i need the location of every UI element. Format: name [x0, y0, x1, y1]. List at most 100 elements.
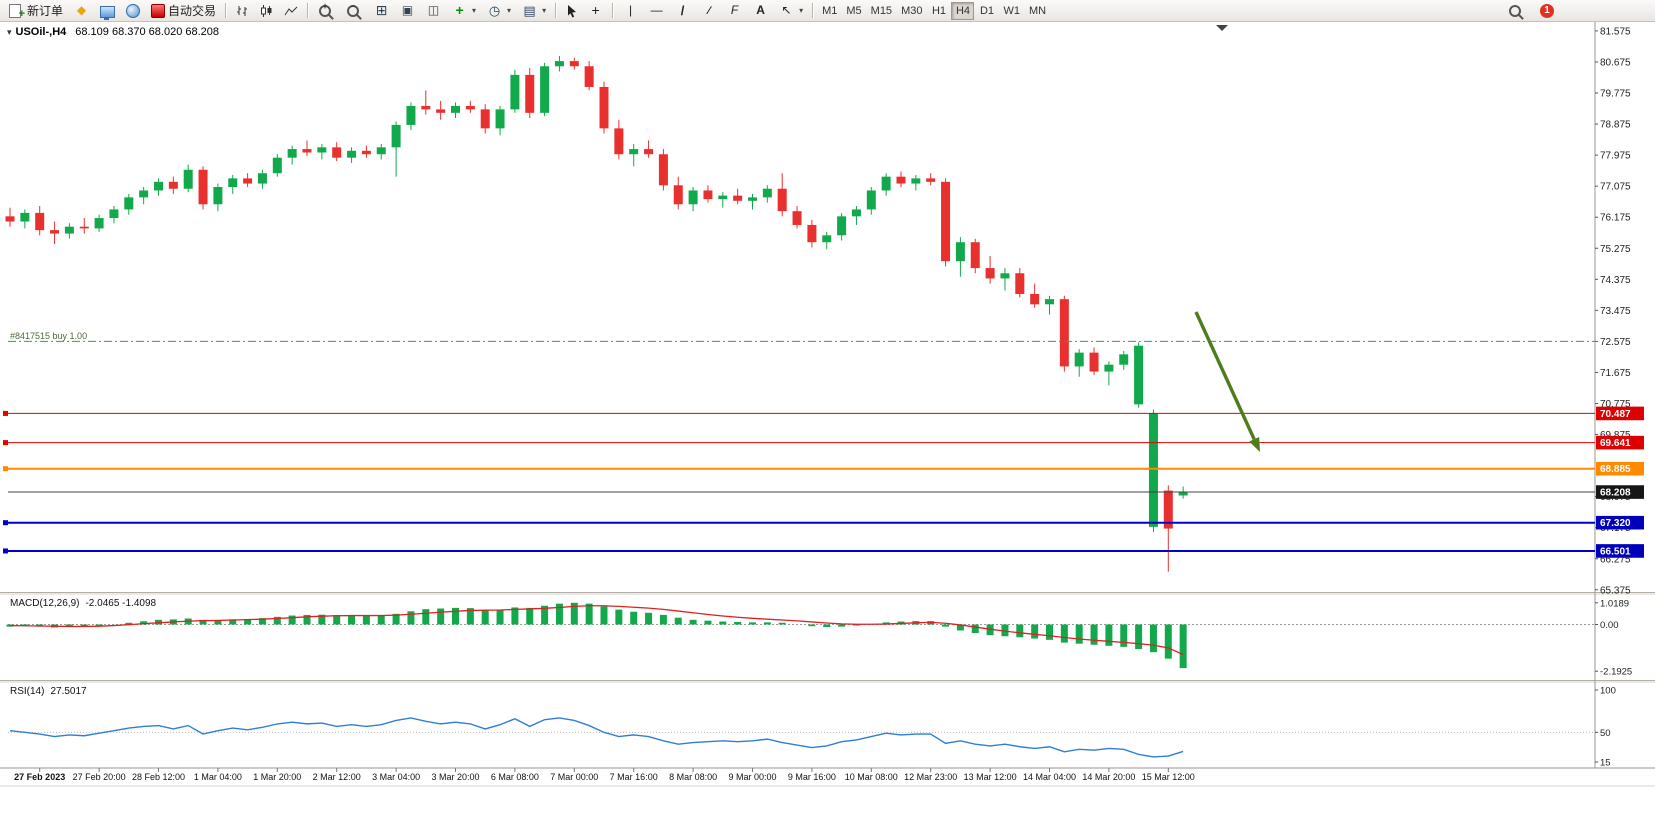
notification-badge[interactable]: 1 [1540, 3, 1554, 18]
svg-text:14 Mar 20:00: 14 Mar 20:00 [1082, 772, 1135, 782]
chart-header: USOil-,H4 68.109 68.370 68.020 68.208 [7, 26, 219, 38]
trend-arrow-annotation[interactable] [1194, 311, 1260, 452]
toolbar-separator [555, 3, 558, 18]
cascade-windows-button[interactable] [395, 1, 420, 20]
svg-text:27 Feb 20:00: 27 Feb 20:00 [73, 772, 126, 782]
templates-icon [522, 3, 537, 18]
price-axis: 81.575 80.675 79.775 78.875 77.975 77.075 76.1… [1595, 26, 1631, 596]
svg-text:100: 100 [1600, 686, 1616, 697]
timeframe-button-m15[interactable]: M15 [867, 2, 896, 20]
templates-button[interactable] [517, 1, 551, 20]
level-lines[interactable] [3, 410, 1595, 554]
tile-windows-icon [374, 3, 389, 18]
svg-text:0.00: 0.00 [1600, 620, 1619, 631]
market-watch-button[interactable] [95, 1, 120, 20]
svg-text:28 Feb 12:00: 28 Feb 12:00 [132, 772, 185, 782]
rsi-name: RSI(14) [10, 686, 45, 697]
arrows-tool-button[interactable] [774, 1, 808, 20]
svg-text:3 Mar 04:00: 3 Mar 04:00 [372, 772, 420, 782]
macd-name: MACD(12,26,9) [10, 598, 80, 609]
text-button[interactable]: A [748, 1, 773, 20]
candlestick-chart-icon [261, 4, 272, 17]
channel-icon [701, 3, 716, 18]
svg-text:68.885: 68.885 [1600, 464, 1631, 475]
macd-indicator-label: MACD(12,26,9) -2.0465 -1.4098 [10, 598, 162, 609]
svg-text:72.575: 72.575 [1600, 337, 1631, 348]
cursor-button[interactable] [561, 1, 582, 20]
periods-icon [487, 3, 502, 18]
svg-text:9 Mar 16:00: 9 Mar 16:00 [788, 772, 836, 782]
new-order-icon [9, 3, 25, 22]
text-icon: A [756, 3, 765, 17]
chart-shift-marker[interactable] [1216, 25, 1228, 31]
community-icon [126, 4, 141, 18]
one-click-trading-toggle-icon[interactable] [7, 27, 12, 38]
tile-windows-button[interactable] [369, 1, 394, 20]
svg-text:9 Mar 00:00: 9 Mar 00:00 [728, 772, 776, 782]
toolbar-separator [812, 3, 815, 18]
timeframe-button-m5[interactable]: M5 [842, 2, 865, 20]
svg-text:77.075: 77.075 [1600, 182, 1631, 193]
line-chart-button[interactable] [279, 1, 303, 20]
ohlc-readout: 68.109 68.370 68.020 68.208 [75, 26, 220, 38]
svg-text:6 Mar 08:00: 6 Mar 08:00 [491, 772, 539, 782]
cursor-icon [568, 4, 577, 17]
community-button[interactable] [121, 1, 145, 20]
svg-text:15: 15 [1600, 757, 1611, 768]
svg-text:12 Mar 23:00: 12 Mar 23:00 [904, 772, 957, 782]
timeframe-button-m30[interactable]: M30 [897, 2, 926, 20]
new-order-button[interactable]: 新订单 [3, 1, 68, 22]
svg-text:80.675: 80.675 [1600, 57, 1631, 68]
channel-button[interactable] [696, 1, 721, 20]
svg-text:78.875: 78.875 [1600, 120, 1631, 131]
market-watch-icon [100, 5, 116, 20]
svg-text:10 Mar 08:00: 10 Mar 08:00 [845, 772, 898, 782]
svg-text:69.875: 69.875 [1600, 430, 1631, 441]
trendline-button[interactable] [670, 1, 695, 20]
crosshair-button[interactable] [583, 1, 608, 20]
search-button[interactable] [1503, 1, 1530, 20]
periods-button[interactable] [482, 1, 516, 20]
toolbar-separator [612, 3, 615, 18]
svg-text:69.641: 69.641 [1600, 438, 1631, 449]
search-icon [1509, 5, 1521, 17]
arrange-windows-icon [426, 3, 441, 18]
svg-text:74.375: 74.375 [1600, 275, 1631, 286]
svg-text:8 Mar 08:00: 8 Mar 08:00 [669, 772, 717, 782]
timeframe-button-m1[interactable]: M1 [818, 2, 841, 20]
svg-text:1.0189: 1.0189 [1600, 598, 1629, 609]
timeframe-button-h1[interactable]: H1 [927, 2, 950, 20]
date-axis: 27 Feb 2023 27 Feb 20:00 28 Feb 12:00 1 Mar… [14, 768, 1195, 782]
timeframe-button-mn[interactable]: MN [1025, 2, 1050, 20]
metaeditor-button[interactable] [69, 1, 94, 20]
bar-chart-button[interactable] [231, 1, 254, 20]
svg-text:79.775: 79.775 [1600, 89, 1631, 100]
svg-text:66.501: 66.501 [1600, 546, 1631, 557]
autotrading-status-icon [151, 4, 166, 18]
svg-text:7 Mar 00:00: 7 Mar 00:00 [550, 772, 598, 782]
macd-panel: 1.0189 0.00 -2.1925 [6, 598, 1632, 678]
zoom-out-button[interactable]: − [341, 1, 368, 20]
zoom-in-button[interactable]: + [313, 1, 340, 20]
timeframe-button-d1[interactable]: D1 [975, 2, 998, 20]
arrange-windows-button[interactable] [421, 1, 446, 20]
horizontal-line-button[interactable] [644, 1, 669, 20]
timeframe-button-h4[interactable]: H4 [951, 1, 975, 20]
fibonacci-icon [727, 3, 742, 18]
indicators-button[interactable] [447, 1, 481, 20]
open-position-label[interactable]: #8417515 buy 1.00 [10, 331, 88, 341]
candlestick-chart-button[interactable] [255, 1, 278, 20]
timeframe-button-w1[interactable]: W1 [999, 2, 1024, 20]
svg-text:77.975: 77.975 [1600, 151, 1631, 162]
svg-text:70.487: 70.487 [1600, 409, 1631, 420]
panel-frame [0, 22, 1655, 787]
svg-text:27 Feb 2023: 27 Feb 2023 [14, 772, 65, 782]
vertical-line-button[interactable] [618, 1, 643, 20]
toolbar-separator [307, 3, 310, 18]
fibonacci-button[interactable] [722, 1, 747, 20]
arrows-tool-icon [779, 3, 794, 18]
autotrading-button[interactable]: 自动交易 [146, 1, 221, 20]
svg-text:66.275: 66.275 [1600, 554, 1631, 565]
indicators-icon [452, 3, 467, 18]
